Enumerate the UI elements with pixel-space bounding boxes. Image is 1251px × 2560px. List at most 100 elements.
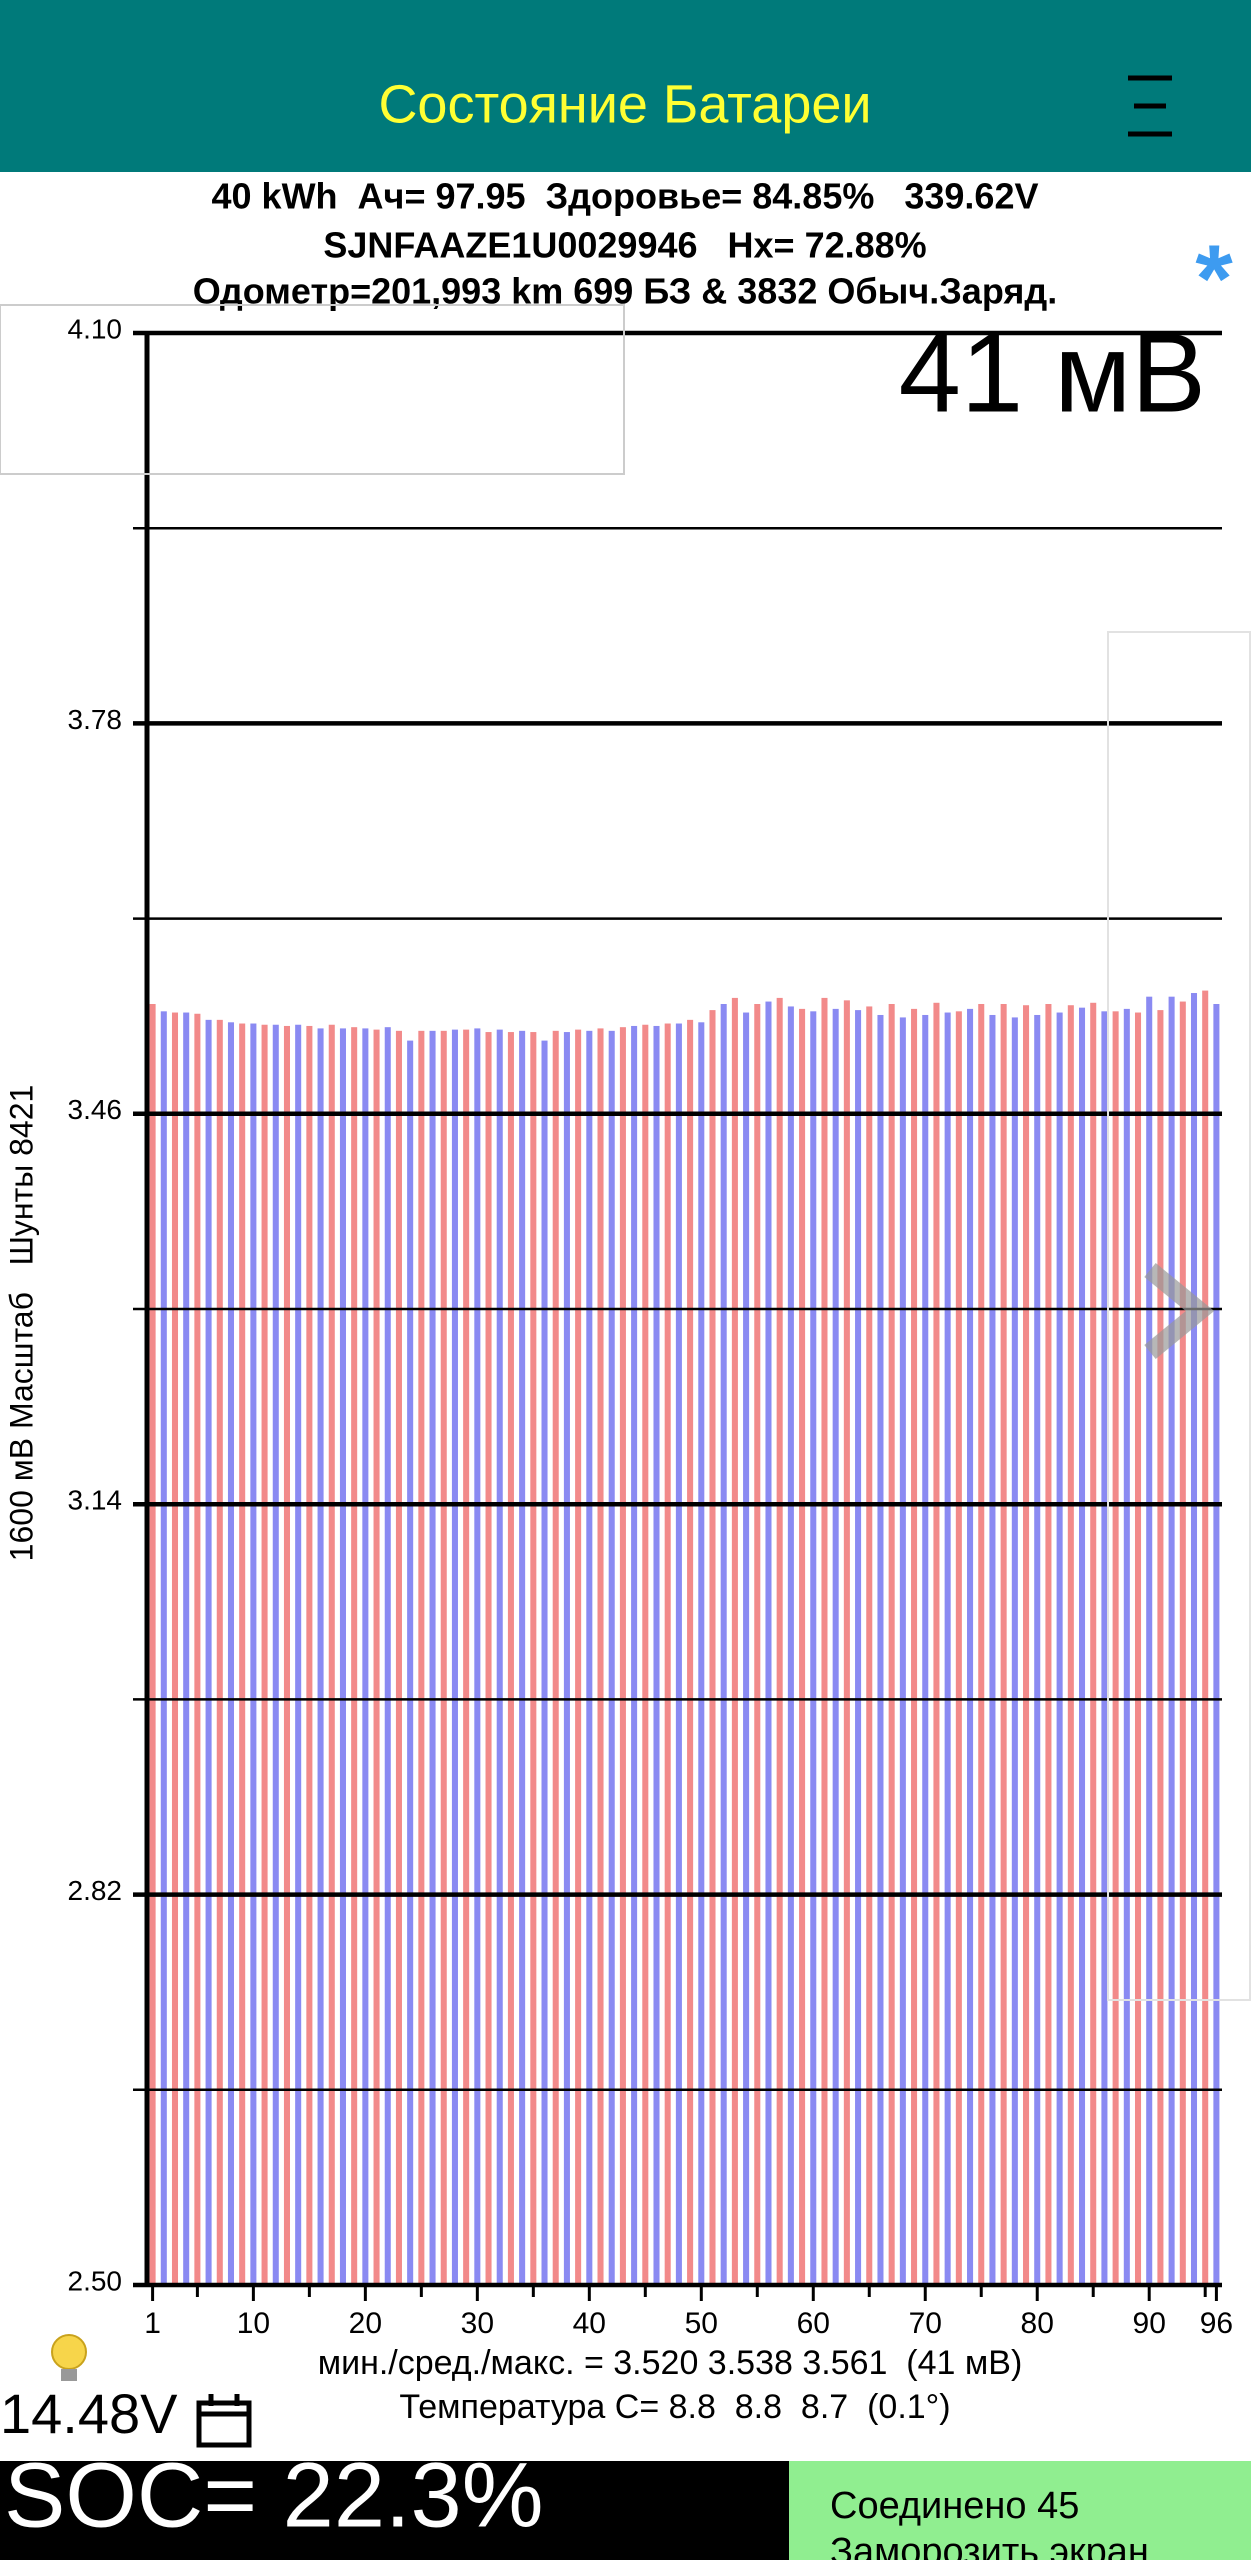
bar bbox=[967, 1008, 974, 2285]
bar bbox=[1011, 1017, 1018, 2286]
bar bbox=[1179, 1001, 1186, 2285]
bar bbox=[384, 1027, 391, 2285]
bar bbox=[1067, 1005, 1074, 2285]
bar bbox=[541, 1040, 548, 2285]
x-tick-label: 50 bbox=[685, 2307, 718, 2340]
chart-annotation: 41 мВ bbox=[899, 311, 1206, 436]
x-tick-label: 10 bbox=[237, 2307, 270, 2340]
bar bbox=[552, 1030, 559, 2285]
bar bbox=[563, 1032, 570, 2285]
bar bbox=[1213, 1004, 1220, 2285]
bar bbox=[194, 1013, 201, 2285]
bar bbox=[451, 1029, 458, 2285]
bar bbox=[911, 1008, 918, 2285]
x-tick-label: 40 bbox=[573, 2307, 606, 2340]
bar bbox=[395, 1030, 402, 2285]
bar bbox=[362, 1028, 369, 2285]
header-title: Состояние Батареи bbox=[378, 74, 871, 134]
bar bbox=[709, 1010, 716, 2285]
x-tick-label: 20 bbox=[349, 2307, 382, 2340]
bar bbox=[205, 1019, 212, 2285]
bar bbox=[216, 1019, 223, 2285]
bar bbox=[575, 1029, 582, 2285]
menu-button[interactable] bbox=[1128, 75, 1172, 137]
bar bbox=[418, 1030, 425, 2285]
bar bbox=[933, 1002, 940, 2285]
bar bbox=[1146, 996, 1153, 2286]
side-panel[interactable] bbox=[1107, 631, 1251, 2001]
bar bbox=[978, 1004, 985, 2285]
bar bbox=[944, 1012, 951, 2285]
bar bbox=[821, 997, 828, 2285]
bar bbox=[339, 1028, 346, 2285]
bar bbox=[855, 1010, 862, 2285]
bar bbox=[653, 1025, 660, 2285]
bar bbox=[171, 1012, 179, 2285]
star-button[interactable]: * bbox=[1195, 225, 1233, 332]
bar bbox=[1123, 1008, 1130, 2285]
bar bbox=[1023, 1005, 1030, 2285]
bar bbox=[799, 1008, 806, 2285]
bulb bbox=[51, 2334, 87, 2370]
bar bbox=[272, 1024, 279, 2285]
bar bbox=[619, 1027, 626, 2285]
bar bbox=[776, 997, 783, 2285]
bar bbox=[440, 1030, 447, 2285]
bar bbox=[754, 1004, 761, 2285]
bar bbox=[675, 1023, 682, 2285]
bar bbox=[496, 1029, 503, 2285]
soc: SOC= 22.3% bbox=[4, 2444, 544, 2546]
x-tick-label: 60 bbox=[797, 2307, 830, 2340]
bar bbox=[731, 997, 738, 2285]
temperature-line: Температура С= 8.8 8.8 8.7 (0.1°) bbox=[399, 2388, 950, 2426]
info-line: 40 kWh Ач= 97.95 Здоровье= 84.85% 339.62… bbox=[212, 176, 1039, 217]
y-tick-label: 3.46 bbox=[68, 1094, 123, 1125]
bar bbox=[1134, 1012, 1142, 2285]
bar bbox=[1168, 996, 1175, 2286]
info-line: SJNFAAZE1U0029946 Hx= 72.88% bbox=[323, 225, 926, 266]
bar bbox=[687, 1019, 694, 2285]
x-tick-label: 30 bbox=[461, 2307, 494, 2340]
bar bbox=[899, 1017, 906, 2286]
bar bbox=[843, 1000, 850, 2285]
bar bbox=[306, 1025, 313, 2285]
bar bbox=[608, 1030, 615, 2285]
x-tick-label: 80 bbox=[1021, 2307, 1054, 2340]
y-tick-label: 2.50 bbox=[68, 2265, 123, 2296]
calendar-icon[interactable] bbox=[196, 2394, 252, 2448]
x-tick-label: 96 bbox=[1200, 2307, 1233, 2340]
bar bbox=[485, 1032, 492, 2285]
freeze[interactable]: Заморозить экран bbox=[830, 2531, 1149, 2560]
bar bbox=[597, 1028, 604, 2285]
connection: Соединено 45 bbox=[830, 2485, 1079, 2527]
x-tick-label: 90 bbox=[1133, 2307, 1166, 2340]
chevron[interactable] bbox=[1144, 1263, 1215, 1359]
bar bbox=[239, 1023, 246, 2285]
bar bbox=[407, 1040, 414, 2285]
chart: 4.10 3.78 3.46 3.14 2.82 2.50 1 10 20 30 40 50 60 70 8… bbox=[3, 311, 1233, 2340]
calendar-body bbox=[196, 2400, 252, 2448]
bar bbox=[1101, 1011, 1108, 2285]
status-button[interactable] bbox=[789, 2461, 1251, 2560]
bar bbox=[765, 1001, 772, 2285]
bar bbox=[720, 1004, 727, 2285]
bar bbox=[261, 1024, 268, 2285]
x-tick-label: 1 bbox=[144, 2307, 161, 2340]
bar bbox=[160, 1011, 167, 2285]
bar bbox=[227, 1022, 235, 2285]
bar bbox=[642, 1024, 649, 2285]
bar bbox=[1190, 993, 1198, 2285]
bar bbox=[743, 1012, 750, 2285]
bar bbox=[530, 1032, 537, 2285]
bar bbox=[664, 1023, 671, 2285]
bulb-icon[interactable] bbox=[51, 2334, 87, 2381]
bar bbox=[1079, 1007, 1086, 2286]
y-tick-label: 2.82 bbox=[68, 1875, 123, 1906]
bar bbox=[429, 1030, 436, 2285]
bar bbox=[1056, 1012, 1063, 2285]
y-tick-label: 3.14 bbox=[68, 1485, 123, 1516]
stats-line: мин./сред./макс. = 3.520 3.538 3.561 (41… bbox=[318, 2344, 1023, 2382]
bar bbox=[328, 1024, 335, 2285]
x-tick-label: 70 bbox=[909, 2307, 942, 2340]
